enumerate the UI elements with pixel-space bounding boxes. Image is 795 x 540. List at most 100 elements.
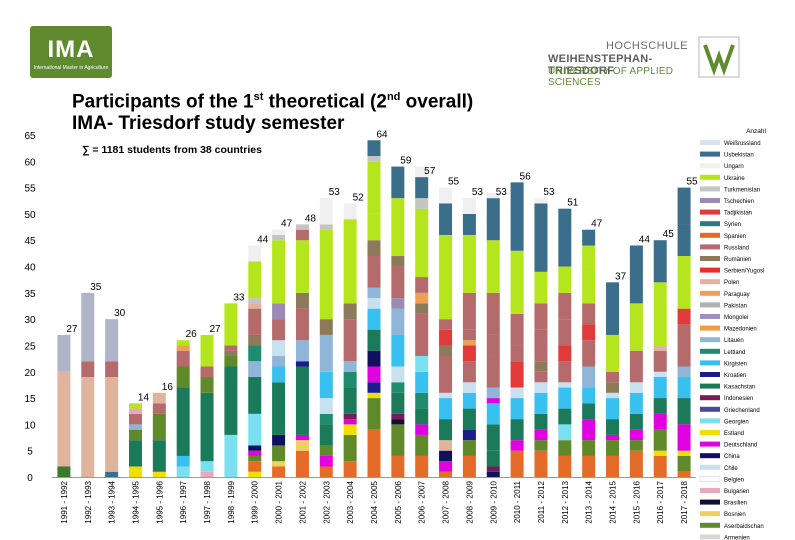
legend-swatch — [700, 406, 720, 412]
bar-segment — [462, 392, 476, 409]
bar-segment — [224, 345, 238, 351]
legend-swatch — [700, 488, 720, 493]
bar-segment — [81, 361, 95, 378]
bar-segment — [152, 413, 166, 441]
hochschule-mark-icon — [698, 36, 740, 78]
bar-segment — [105, 361, 119, 378]
legend-swatch — [700, 302, 720, 308]
bar-segment — [248, 308, 262, 335]
category-label: 2001 - 2002 — [298, 480, 307, 523]
bar-segment — [606, 334, 620, 372]
bar-segment — [128, 403, 142, 409]
legend-label: Rumänien — [724, 257, 751, 263]
bar-segment — [272, 319, 286, 341]
bar-segment — [391, 334, 405, 367]
bar-segment — [462, 440, 476, 456]
bar-segment — [439, 345, 453, 356]
bar-segment — [629, 413, 643, 430]
bar-segment — [319, 334, 333, 372]
bar-segment — [606, 419, 620, 435]
legend-label: Deutschland — [724, 443, 757, 449]
bar-total-label: 52 — [353, 192, 365, 203]
bar-segment — [128, 424, 142, 430]
legend-swatch — [700, 140, 720, 145]
category-label: 2003 - 2004 — [346, 480, 355, 523]
bar-total-label: 30 — [114, 308, 126, 319]
bar-segment — [367, 156, 381, 162]
bar-segment — [582, 387, 596, 404]
bar-segment — [653, 429, 667, 451]
hochschule-line2: WEIHENSTEPHAN-TRIESDORF — [548, 53, 653, 77]
bar-segment — [367, 140, 381, 157]
bar-segment — [248, 261, 262, 299]
bar-total-label: 55 — [687, 177, 699, 188]
bar-segment — [486, 355, 500, 367]
bar-segment — [486, 471, 500, 477]
bar-segment — [582, 455, 596, 477]
bar-segment — [319, 466, 333, 477]
y-tick-label: 60 — [24, 157, 36, 168]
bar-total-label: 27 — [66, 324, 78, 335]
legend-swatch — [700, 522, 720, 528]
legend-label: Polen — [724, 280, 739, 286]
bar-segment — [677, 324, 691, 367]
bar-total-label: 26 — [186, 329, 198, 340]
bar-segment — [391, 166, 405, 199]
bar-segment — [272, 303, 286, 320]
bar-segment — [629, 350, 643, 383]
bar-segment — [415, 371, 429, 393]
bar-segment — [677, 424, 691, 451]
bar-segment — [534, 413, 548, 430]
bar-segment — [677, 187, 691, 225]
bar-segment — [606, 392, 620, 399]
category-label: 2009 - 2010 — [489, 480, 498, 523]
y-tick-label: 15 — [24, 394, 36, 405]
ima-logo-subtitle: International Master in Agriculture — [33, 65, 109, 71]
category-label: 2017 - 2018 — [680, 480, 689, 523]
legend-label: Ungarn — [724, 164, 744, 170]
category-label: 1996 - 1997 — [179, 480, 188, 523]
legend-swatch — [700, 464, 720, 470]
bar-segment — [343, 387, 357, 414]
bar-segment — [248, 450, 262, 456]
legend-label: Bosnien — [724, 512, 746, 518]
legend-label: Tschechien — [724, 199, 754, 205]
legend-label: Turkmenistan — [724, 187, 760, 193]
bar-total-label: 14 — [138, 392, 150, 403]
bar-segment — [462, 361, 476, 383]
bar-segment — [343, 303, 357, 320]
category-label: 2015 - 2016 — [632, 480, 641, 523]
category-label: 2008 - 2009 — [465, 480, 474, 523]
legend-label: Usbekistan — [724, 153, 754, 159]
bar-segment — [57, 334, 71, 372]
bar-segment — [81, 292, 95, 362]
bar-segment — [176, 366, 190, 388]
bar-segment — [629, 303, 643, 351]
bar-segment — [105, 471, 119, 477]
bar-segment — [319, 424, 333, 446]
bar-segment — [176, 340, 190, 346]
legend-label: Russland — [724, 245, 749, 251]
bar-segment — [582, 419, 596, 441]
legend-swatch — [700, 209, 720, 215]
bar-segment — [462, 292, 476, 330]
bar-segment — [176, 345, 190, 351]
bar-segment — [248, 245, 262, 262]
legend-swatch — [700, 348, 720, 354]
page-title: Participants of the 1st theoretical (2nd… — [72, 86, 473, 135]
legend-swatch — [700, 244, 720, 250]
bar-segment — [57, 371, 71, 467]
bar-segment — [224, 355, 238, 367]
bar-segment — [128, 408, 142, 414]
bar-segment — [415, 313, 429, 356]
bar-segment — [653, 240, 667, 283]
bar-segment — [486, 403, 500, 425]
bar-segment — [534, 303, 548, 330]
category-label: 2012 - 2013 — [561, 480, 570, 523]
bar-segment — [439, 203, 453, 235]
legend-swatch — [700, 163, 720, 169]
bar-segment — [558, 266, 572, 293]
bar-segment — [439, 419, 453, 441]
bar-segment — [462, 345, 476, 362]
